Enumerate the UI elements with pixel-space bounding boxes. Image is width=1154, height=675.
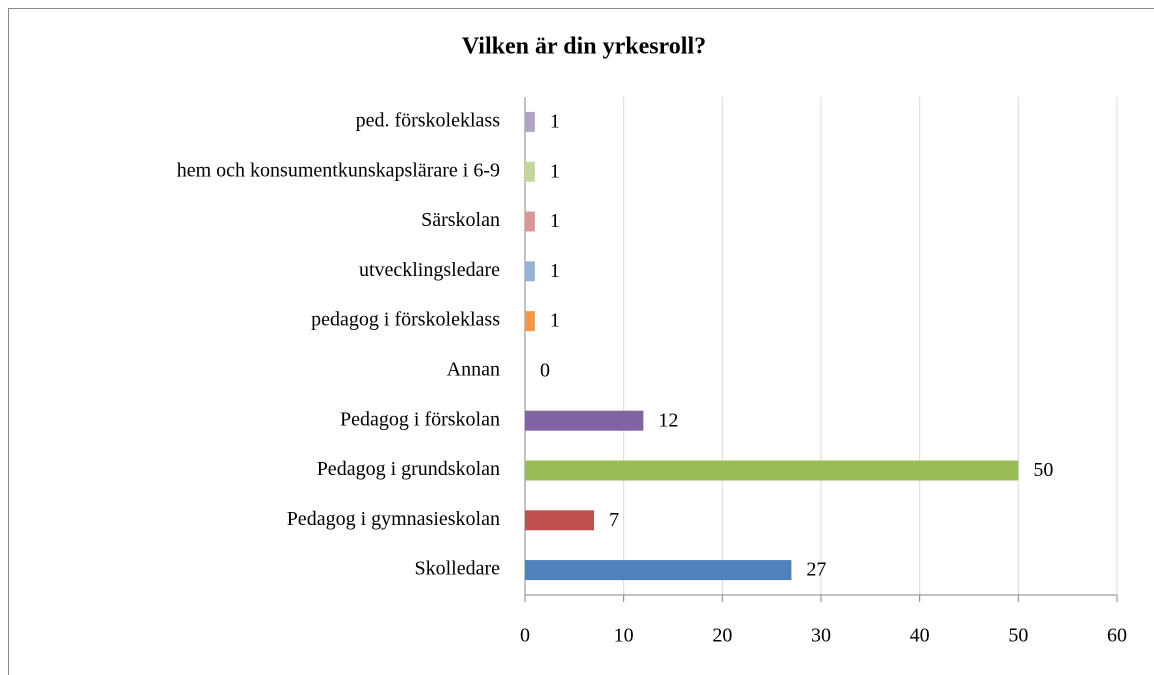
- bar: [525, 410, 644, 431]
- data-label: 50: [1033, 459, 1053, 481]
- data-label: 27: [806, 559, 826, 581]
- data-label: 0: [540, 359, 550, 381]
- bar: [525, 261, 535, 282]
- x-tick-label: 60: [1107, 625, 1127, 647]
- y-tick-label: utvecklingsledare: [359, 259, 500, 281]
- bar: [525, 510, 595, 531]
- y-tick-label: ped. förskoleklass: [356, 109, 501, 131]
- bar: [525, 560, 792, 581]
- x-tick-label: 0: [520, 625, 530, 647]
- y-tick-label: Pedagog i gymnasieskolan: [287, 508, 500, 530]
- data-label: 1: [550, 110, 560, 132]
- x-tick-label: 20: [712, 625, 732, 647]
- y-tick-label: pedagog i förskoleklass: [311, 309, 500, 331]
- bar: [525, 311, 535, 332]
- bar: [525, 460, 1019, 481]
- y-tick-label: Pedagog i förskolan: [340, 408, 500, 430]
- data-label: 1: [550, 310, 560, 332]
- x-tick-label: 30: [811, 625, 831, 647]
- data-label: 1: [550, 260, 560, 282]
- x-tick-label: 10: [614, 625, 634, 647]
- bar: [525, 211, 535, 232]
- chart-title: Vilken är din yrkesroll?: [462, 34, 706, 60]
- y-tick-label: Annan: [447, 358, 500, 380]
- data-label: 12: [658, 409, 678, 431]
- data-label: 7: [609, 509, 619, 531]
- bar: [525, 161, 535, 182]
- y-tick-label: Skolledare: [414, 558, 500, 580]
- y-tick-label: Pedagog i grundskolan: [317, 458, 500, 480]
- y-tick-label: hem och konsumentkunskapslärare i 6-9: [177, 159, 500, 181]
- x-tick-label: 40: [910, 625, 930, 647]
- chart-frame: [8, 8, 1154, 675]
- y-tick-label: Särskolan: [421, 209, 500, 231]
- data-label: 1: [550, 160, 560, 182]
- data-label: 1: [550, 210, 560, 232]
- x-tick-label: 50: [1008, 625, 1028, 647]
- bar: [525, 111, 535, 132]
